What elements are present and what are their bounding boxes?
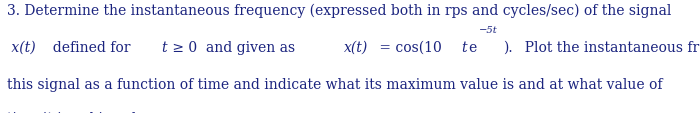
Text: ≥ 0  and given as: ≥ 0 and given as	[169, 41, 304, 55]
Text: this signal as a function of time and indicate what its maximum value is and at : this signal as a function of time and in…	[7, 77, 662, 91]
Text: Plot the instantaneous frequency of: Plot the instantaneous frequency of	[516, 41, 700, 55]
Text: x(t): x(t)	[7, 41, 36, 55]
Text: x(t): x(t)	[344, 41, 368, 55]
Text: 3. Determine the instantaneous frequency (expressed both in rps and cycles/sec) : 3. Determine the instantaneous frequency…	[7, 3, 671, 18]
Text: time it is achieved.: time it is achieved.	[7, 111, 141, 113]
Text: ).: ).	[503, 41, 513, 55]
Text: defined for: defined for	[44, 41, 135, 55]
Text: t: t	[461, 41, 467, 55]
Text: = cos(10: = cos(10	[375, 41, 442, 55]
Text: t: t	[161, 41, 167, 55]
Text: e: e	[468, 41, 477, 55]
Text: −5t: −5t	[479, 26, 498, 35]
